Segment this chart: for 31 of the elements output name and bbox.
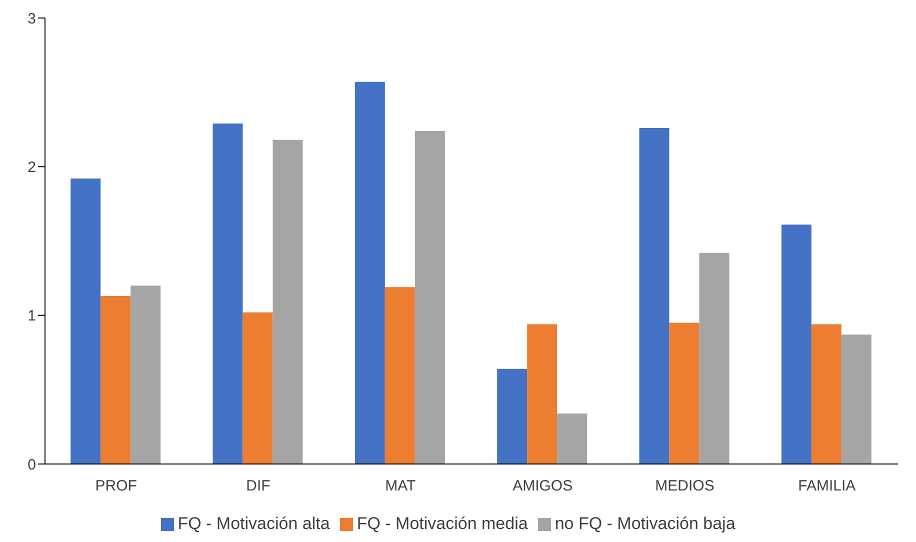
y-tick-label: 0 <box>28 456 36 474</box>
bar <box>242 312 273 464</box>
x-tick-label: FAMILIA <box>798 478 856 495</box>
x-tick-label: AMIGOS <box>512 478 573 495</box>
bar <box>70 178 101 464</box>
y-tick-label: 1 <box>28 308 36 325</box>
y-tick-label: 2 <box>28 158 36 176</box>
x-tick-label: MEDIOS <box>655 478 714 495</box>
bar <box>100 296 131 464</box>
y-tick-label: 3 <box>28 10 36 28</box>
bar <box>212 124 243 464</box>
x-tick-label: DIF <box>246 478 270 495</box>
bar <box>669 322 700 464</box>
legend-label: no FQ - Motivación baja <box>554 514 736 533</box>
x-tick-label: MAT <box>385 478 416 495</box>
bar <box>699 252 730 464</box>
legend-label: FQ - Motivación media <box>356 514 528 533</box>
bar <box>811 324 842 464</box>
bar <box>354 82 385 464</box>
bar <box>497 368 528 464</box>
bar <box>527 324 558 464</box>
bar <box>384 287 415 464</box>
bar <box>557 413 588 464</box>
bar <box>414 130 445 464</box>
bar <box>781 224 812 464</box>
bar <box>639 128 670 464</box>
bar <box>841 334 872 464</box>
bar <box>130 286 161 464</box>
x-tick-label: PROF <box>95 478 137 495</box>
legend-label: FQ - Motivación alta <box>178 514 330 533</box>
bar <box>272 140 303 464</box>
